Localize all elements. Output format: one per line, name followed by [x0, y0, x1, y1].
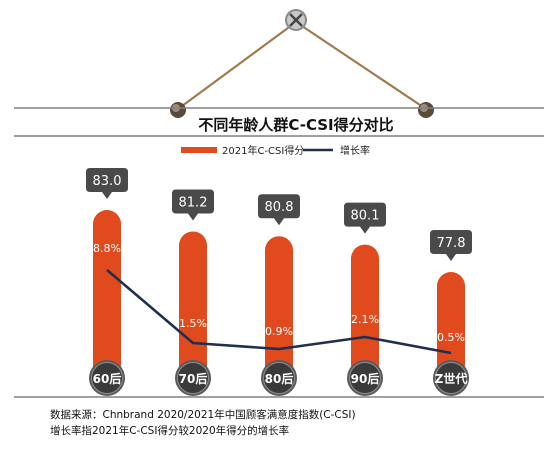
- category-label: 80后: [265, 371, 294, 386]
- value-label: 83.0: [93, 174, 122, 189]
- value-label: 77.8: [437, 236, 466, 251]
- value-callout-box: [430, 230, 472, 261]
- category-badge-inner: [435, 362, 467, 394]
- category-label: 60后: [93, 371, 122, 386]
- growth-line-series: [106, 269, 452, 355]
- value-callout-box: [344, 202, 386, 234]
- category-label: 70后: [179, 371, 208, 386]
- bar: [351, 244, 379, 378]
- bar: [93, 210, 121, 378]
- rope-left: [177, 21, 297, 110]
- category-label: 90后: [351, 371, 380, 386]
- growth-rate-label: 0.9%: [265, 325, 293, 338]
- value-label: 80.1: [351, 209, 380, 224]
- rope-right: [295, 21, 427, 110]
- bar: [265, 236, 293, 378]
- header-decoration: [14, 9, 544, 137]
- growth-line: [106, 269, 452, 355]
- category-badge-inner: [263, 362, 295, 394]
- growth-rate-labels: 8.8% 1.5% 0.9% 2.1% 0.5%: [93, 242, 465, 344]
- growth-rate-label: 1.5%: [179, 317, 207, 330]
- chart-title: 不同年龄人群C-CSI得分对比: [198, 116, 393, 134]
- footer-source: 数据来源：Chnbrand 2020/2021年中国顾客满意度指数(C-CSI): [50, 408, 356, 421]
- value-callout-box: [86, 168, 128, 199]
- bar: [179, 231, 207, 378]
- value-callout-box: [172, 189, 214, 221]
- value-label: 80.8: [265, 200, 294, 215]
- category-badges: 60后 70后 80后 90后 Z世代: [89, 360, 469, 396]
- footer-note: 增长率指2021年C-CSI得分较2020年得分的增长率: [50, 424, 289, 437]
- growth-rate-label: 8.8%: [93, 242, 121, 255]
- legend-bar-label: 2021年C-CSI得分: [222, 144, 304, 157]
- legend-line-label: 增长率: [340, 144, 370, 157]
- value-label: 81.2: [179, 195, 208, 210]
- nail-right-icon: [418, 102, 434, 118]
- category-badge-inner: [177, 362, 209, 394]
- value-callout-box: [258, 194, 300, 226]
- value-callouts: 83.0 81.2 80.8 80.1 77.8: [86, 168, 472, 261]
- category-label: Z世代: [435, 371, 468, 386]
- screw-icon: [285, 9, 307, 31]
- growth-rate-label: 0.5%: [437, 331, 465, 344]
- category-badge-inner: [91, 362, 123, 394]
- legend-bar-swatch: [181, 147, 217, 153]
- bar-series: [93, 210, 465, 378]
- nail-left-icon: [170, 102, 186, 118]
- growth-rate-label: 2.1%: [351, 313, 379, 326]
- legend: 2021年C-CSI得分 增长率: [181, 144, 370, 157]
- category-badge-inner: [349, 362, 381, 394]
